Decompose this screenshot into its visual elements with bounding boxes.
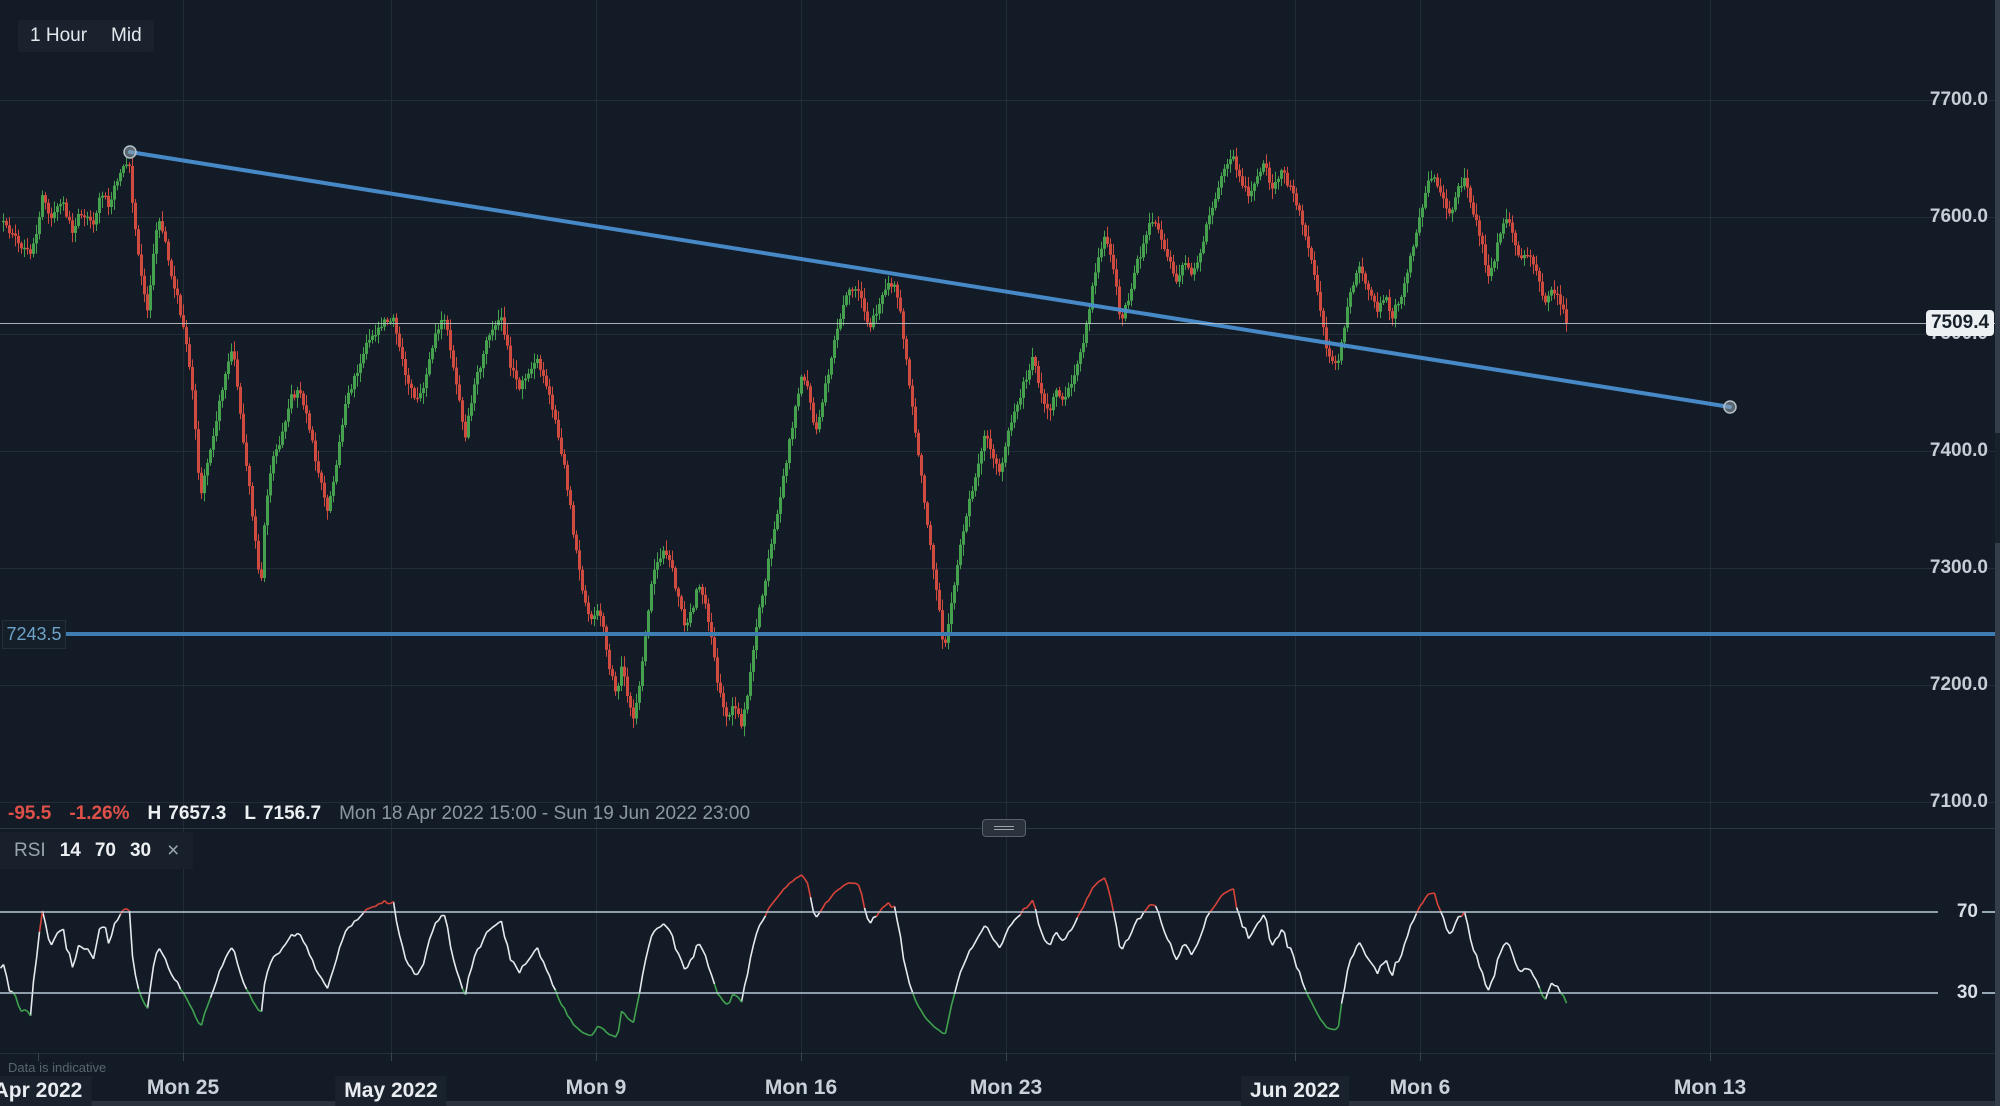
horizontal-gridline [0, 334, 1995, 335]
time-axis-label: Mon 9 [565, 1076, 627, 1099]
time-axis-label: Mon 16 [764, 1076, 838, 1099]
time-axis-label: Jun 2022 [1241, 1076, 1349, 1106]
trendline-drawing[interactable] [128, 150, 1732, 409]
time-axis-label: Mon 13 [1673, 1076, 1747, 1099]
time-axis-tick [1006, 1053, 1007, 1061]
time-axis-tick [1420, 1053, 1421, 1061]
rsi-close-icon[interactable]: × [167, 838, 180, 862]
horizontal-gridline [0, 568, 1995, 569]
time-axis-label: Mon 25 [146, 1076, 220, 1099]
horizontal-gridline [0, 100, 1995, 101]
price-axis-label: 7600.0 [1929, 206, 1988, 227]
right-scrollbar-thumb[interactable] [1995, 433, 2000, 543]
vertical-gridline [391, 0, 392, 1053]
high-stat: H 7657.3 [147, 803, 227, 824]
time-axis-tick [391, 1053, 392, 1061]
price-stats-row: -95.5 -1.26% H 7657.3 L 7156.7 Mon 18 Apr … [8, 803, 750, 825]
vertical-gridline [801, 0, 802, 1053]
trendline-start-handle[interactable] [123, 145, 137, 159]
rsi-level-label: 70 [1956, 901, 1978, 922]
rsi-pane-bottom-border [0, 1053, 1995, 1054]
rsi-upper-level[interactable]: 70 [94, 839, 116, 861]
low-stat: L 7156.7 [244, 803, 322, 824]
rsi-level-line [0, 911, 1938, 913]
time-axis-label: May 2022 [335, 1076, 447, 1106]
time-axis-tick [38, 1053, 39, 1061]
price-axis-label: 7700.0 [1929, 89, 1988, 110]
rsi-header: RSI 14 70 30 × [0, 832, 194, 869]
current-price-line [0, 323, 1995, 324]
visible-date-range: Mon 18 Apr 2022 15:00 - Sun 19 Jun 2022 … [339, 803, 751, 824]
price-axis-label: 7300.0 [1929, 557, 1988, 578]
time-axis-tick [596, 1053, 597, 1061]
time-axis-tick [1295, 1053, 1296, 1061]
support-line-label: 7243.5 [2, 620, 66, 649]
time-axis-tick [801, 1053, 802, 1061]
current-price-badge: 7509.4 [1926, 310, 1994, 336]
trendline-end-handle[interactable] [1723, 400, 1737, 414]
chart-settings-bar: 1 Hour Mid [18, 20, 154, 52]
price-axis-label: 7100.0 [1929, 791, 1988, 812]
rsi-level-label: 30 [1956, 982, 1978, 1003]
right-scrollbar-track[interactable] [1995, 0, 2000, 1106]
vertical-gridline [596, 0, 597, 1053]
vertical-gridline [1295, 0, 1296, 1053]
horizontal-gridline [0, 685, 1995, 686]
vertical-gridline [1006, 0, 1007, 1053]
time-axis-label: Mon 23 [969, 1076, 1043, 1099]
rsi-level-tick [1982, 911, 1995, 913]
rsi-period[interactable]: 14 [59, 839, 81, 861]
rsi-label: RSI [14, 839, 46, 861]
bottom-edge [0, 1101, 2000, 1106]
horizontal-gridline [0, 802, 1995, 803]
vertical-gridline [183, 0, 184, 1053]
time-axis-tick [1710, 1053, 1711, 1061]
change-percent: -1.26% [69, 803, 130, 824]
rsi-series [0, 874, 1568, 1038]
candlestick-series [2, 147, 1568, 737]
vertical-gridline [1710, 0, 1711, 1053]
time-axis-label: Apr 2022 [0, 1076, 92, 1106]
price-axis-label: 7400.0 [1929, 440, 1988, 461]
horizontal-gridline [0, 217, 1995, 218]
data-indicative-note: Data is indicative [8, 1060, 107, 1075]
horizontal-gridline [0, 451, 1995, 452]
price-axis-label: 7200.0 [1929, 674, 1988, 695]
time-axis-tick [183, 1053, 184, 1061]
pane-resize-handle[interactable] [982, 819, 1026, 837]
vertical-gridline [1420, 0, 1421, 1053]
rsi-level-tick [1982, 992, 1995, 994]
support-line[interactable] [66, 632, 1995, 636]
rsi-lower-level[interactable]: 30 [129, 839, 152, 861]
change-value: -95.5 [8, 803, 52, 824]
time-axis-label: Mon 6 [1389, 1076, 1451, 1099]
price-type-button[interactable]: Mid [111, 25, 142, 46]
rsi-level-line [0, 992, 1938, 994]
timeframe-button[interactable]: 1 Hour [30, 25, 88, 46]
